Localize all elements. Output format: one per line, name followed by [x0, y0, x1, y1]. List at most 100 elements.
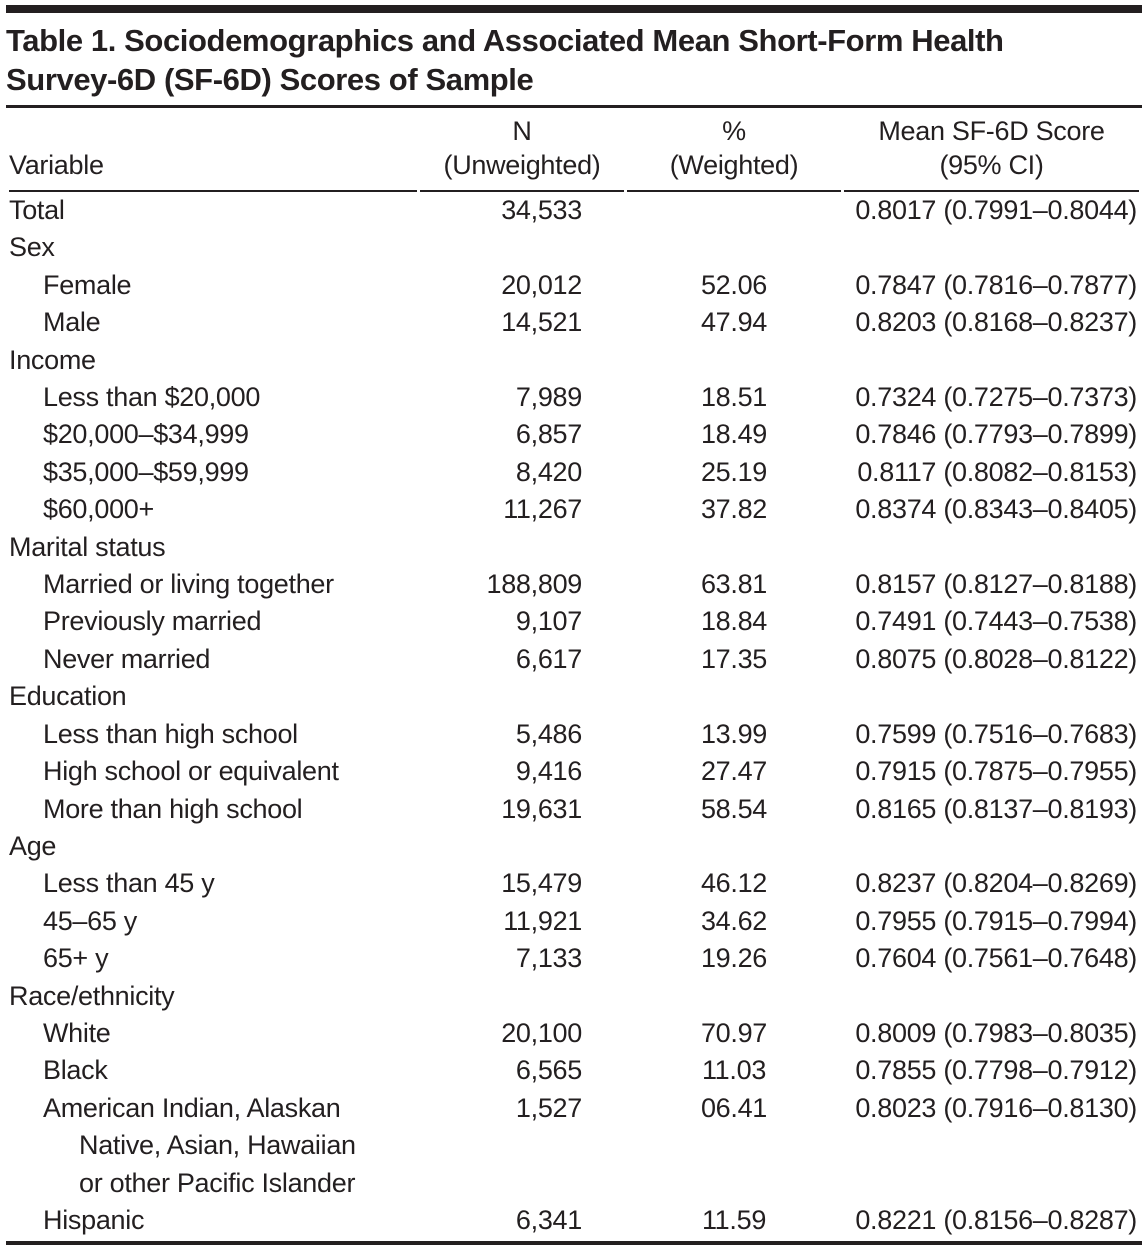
cell-pct-weighted: 25.19	[700, 456, 768, 487]
cell-n-unweighted: 9,416	[515, 756, 582, 787]
cell-mean-sf6d-score: 0.8017 (0.7991–0.8044)	[855, 195, 1137, 225]
cell-mean-sf6d-score: 0.8203 (0.8168–0.8237)	[855, 307, 1137, 338]
table-row: Less than $20,000 7,989 18.51 0.7324 (0.727…	[9, 379, 1139, 416]
cell-n-unweighted	[420, 828, 624, 865]
cell-pct-weighted: 18.84	[700, 606, 768, 637]
cell-mean-sf6d-score: 0.8117 (0.8082–0.8153)	[857, 456, 1137, 487]
cell-mean-sf6d-score: 0.8221 (0.8156–0.8287)	[855, 1204, 1137, 1235]
cell-variable: $35,000–$59,999	[43, 456, 249, 487]
table-row: Never married 6,617 17.35 0.8075 (0.8028–0.…	[9, 641, 1139, 678]
cell-mean-sf6d-score: 0.7599 (0.7516–0.7683)	[855, 718, 1137, 749]
cell-mean-sf6d-score	[844, 342, 1139, 379]
col-header-n-unweighted: N (Unweighted)	[420, 108, 624, 192]
table-row: Less than 45 y 15,479 46.12 0.8237 (0.8204–…	[9, 865, 1139, 902]
cell-mean-sf6d-score: 0.7955 (0.7915–0.7994)	[855, 905, 1137, 936]
cell-pct-weighted: 70.97	[700, 1017, 768, 1048]
cell-n-unweighted: 6,617	[515, 643, 582, 674]
table-title: Table 1. Sociodemographics and Associate…	[6, 13, 1142, 108]
cell-mean-sf6d-score: 0.7604 (0.7561–0.7648)	[855, 943, 1137, 974]
cell-variable: 45–65 y	[43, 905, 137, 936]
table-row: Black 6,565 11.03 0.7855 (0.7798–0.7912)	[9, 1052, 1139, 1089]
cell-mean-sf6d-score: 0.8157 (0.8127–0.8188)	[855, 569, 1137, 600]
cell-mean-sf6d-score	[844, 828, 1139, 865]
cell-variable: 65+ y	[43, 943, 109, 974]
cell-pct-weighted: 11.03	[701, 1055, 767, 1086]
section-row: Sex	[9, 229, 1139, 266]
top-rule	[6, 5, 1142, 13]
cell-mean-sf6d-score	[844, 529, 1139, 566]
cell-variable: $60,000+	[43, 494, 154, 525]
cell-mean-sf6d-score: 0.7491 (0.7443–0.7538)	[855, 606, 1137, 637]
cell-pct-weighted	[627, 342, 841, 379]
cell-mean-sf6d-score: 0.8009 (0.7983–0.8035)	[855, 1017, 1137, 1048]
sociodemographics-table: Variable N (Unweighted) % (Weighted) Mea…	[6, 108, 1142, 1239]
cell-pct-weighted: 06.41	[700, 1092, 768, 1123]
cell-variable: Race/ethnicity	[9, 980, 175, 1011]
cell-n-unweighted: 6,341	[515, 1204, 582, 1235]
cell-mean-sf6d-score: 0.8237 (0.8204–0.8269)	[855, 868, 1137, 899]
cell-variable: Total	[9, 195, 65, 225]
cell-variable: Male	[43, 307, 101, 338]
cell-variable: Marital status	[9, 531, 166, 562]
cell-variable: Education	[9, 681, 127, 712]
cell-pct-weighted: 47.94	[700, 307, 768, 338]
cell-n-unweighted: 188,809	[486, 569, 583, 600]
cell-n-unweighted: 5,486	[515, 718, 582, 749]
cell-n-unweighted: 7,989	[515, 382, 582, 413]
cell-pct-weighted	[627, 529, 841, 566]
cell-n-unweighted: 6,857	[515, 419, 582, 450]
cell-n-unweighted: 20,100	[501, 1017, 582, 1048]
cell-n-unweighted	[420, 678, 624, 715]
table-row: $60,000+ 11,267 37.82 0.8374 (0.8343–0.8405…	[9, 491, 1139, 528]
cell-variable: Income	[9, 344, 96, 375]
cell-variable: Less than $20,000	[43, 382, 261, 413]
cell-variable: Never married	[43, 643, 211, 674]
cell-n-unweighted: 14,521	[501, 307, 582, 338]
cell-n-unweighted	[420, 342, 624, 379]
section-row: Marital status	[9, 529, 1139, 566]
cell-variable: Less than 45 y	[43, 868, 215, 899]
cell-n-unweighted: 9,107	[515, 606, 582, 637]
cell-pct-weighted: 52.06	[700, 269, 768, 300]
cell-variable: Previously married	[43, 606, 262, 637]
table-row: $35,000–$59,999 8,420 25.19 0.8117 (0.8082–…	[9, 454, 1139, 491]
cell-mean-sf6d-score: 0.8023 (0.7916–0.8130)	[855, 1092, 1137, 1123]
table-row: More than high school 19,631 58.54 0.8165 (…	[9, 791, 1139, 828]
table-row: 65+ y 7,133 19.26 0.7604 (0.7561–0.7648)	[9, 940, 1139, 977]
cell-mean-sf6d-score: 0.7915 (0.7875–0.7955)	[855, 756, 1137, 787]
col-header-mean-sf6d-score: Mean SF-6D Score (95% CI)	[844, 108, 1139, 192]
cell-pct-weighted: 37.82	[700, 494, 768, 525]
table-body: Total 34,533 0.8017 (0.7991–0.8044) Sex Fema…	[9, 192, 1139, 1239]
bottom-rule	[6, 1241, 1142, 1246]
cell-n-unweighted: 6,565	[515, 1055, 582, 1086]
cell-pct-weighted	[627, 678, 841, 715]
cell-n-unweighted: 8,420	[515, 456, 582, 487]
table-row: Less than high school 5,486 13.99 0.7599 (0…	[9, 716, 1139, 753]
cell-n-unweighted: 1,527	[515, 1092, 582, 1123]
cell-n-unweighted: 20,012	[501, 269, 582, 300]
table-header: Variable N (Unweighted) % (Weighted) Mea…	[9, 108, 1139, 192]
cell-n-unweighted: 15,479	[501, 868, 582, 899]
cell-variable: Age	[9, 830, 57, 861]
table-row: Hispanic 6,341 11.59 0.8221 (0.8156–0.8287)	[9, 1202, 1139, 1239]
cell-mean-sf6d-score: 0.8165 (0.8137–0.8193)	[855, 793, 1137, 824]
table-row: $20,000–$34,999 6,857 18.49 0.7846 (0.7793–…	[9, 416, 1139, 453]
table-row: Female 20,012 52.06 0.7847 (0.7816–0.7877)	[9, 267, 1139, 304]
section-row: Age	[9, 828, 1139, 865]
cell-pct-weighted: 18.51	[700, 382, 768, 413]
cell-pct-weighted: 34.62	[700, 905, 768, 936]
cell-mean-sf6d-score	[844, 978, 1139, 1015]
section-row: Race/ethnicity	[9, 978, 1139, 1015]
cell-variable: Sex	[9, 232, 55, 263]
cell-variable: American Indian, Alaskan Native, Asian, …	[43, 1092, 356, 1198]
cell-pct-weighted: 19.26	[700, 943, 768, 974]
cell-pct-weighted	[627, 229, 841, 266]
cell-n-unweighted: 19,631	[501, 793, 582, 824]
header-row: Variable N (Unweighted) % (Weighted) Mea…	[9, 108, 1139, 192]
table-row: Previously married 9,107 18.84 0.7491 (0.74…	[9, 603, 1139, 640]
cell-mean-sf6d-score: 0.7846 (0.7793–0.7899)	[855, 419, 1137, 450]
cell-n-unweighted: 11,267	[503, 494, 582, 525]
cell-variable: White	[43, 1017, 111, 1048]
col-header-pct-weighted: % (Weighted)	[627, 108, 841, 192]
